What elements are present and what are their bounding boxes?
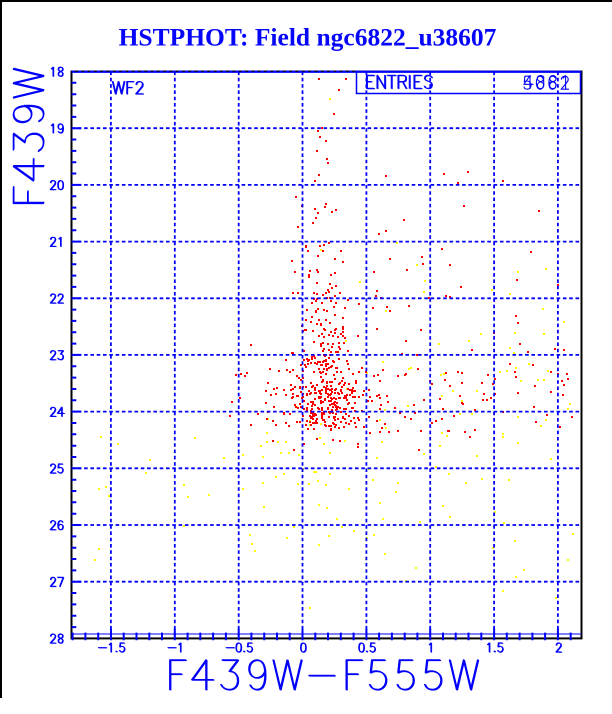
svg-text:HSTPHOT: Field ngc6822_u38607: HSTPHOT: Field ngc6822_u38607 xyxy=(119,23,497,52)
